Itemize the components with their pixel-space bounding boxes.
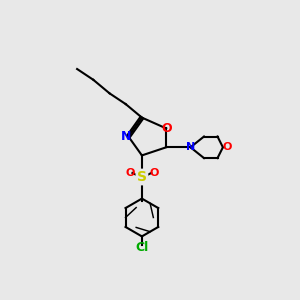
Text: O: O: [222, 142, 232, 152]
Text: S: S: [137, 170, 147, 184]
Text: O: O: [161, 122, 172, 135]
Text: N: N: [186, 142, 195, 152]
Text: N: N: [121, 130, 131, 143]
Text: Cl: Cl: [135, 241, 148, 254]
Text: O: O: [149, 168, 159, 178]
Text: O: O: [125, 168, 134, 178]
